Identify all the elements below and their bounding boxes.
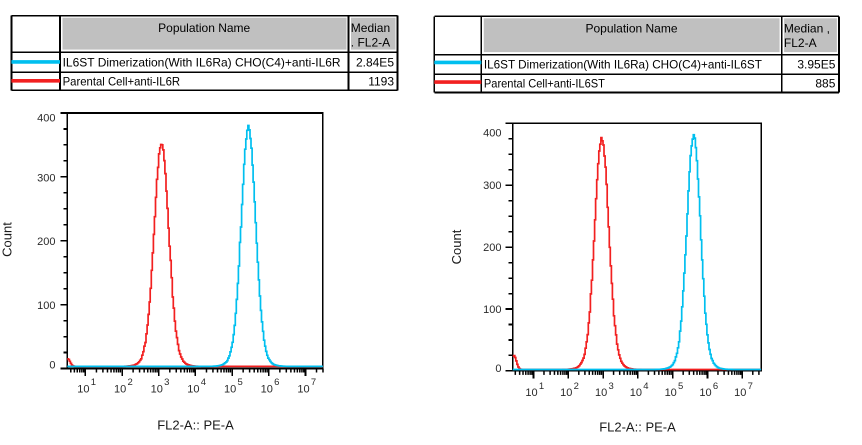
svg-text:7: 7	[748, 381, 753, 392]
svg-text:300: 300	[483, 180, 501, 192]
svg-text:400: 400	[37, 113, 55, 125]
svg-text:Parental Cell+anti-IL6R: Parental Cell+anti-IL6R	[63, 74, 181, 88]
svg-text:5: 5	[678, 381, 683, 392]
svg-text:10: 10	[630, 387, 642, 399]
svg-text:10: 10	[665, 387, 677, 399]
svg-text:4: 4	[201, 377, 206, 388]
svg-text:10: 10	[261, 383, 273, 395]
svg-text:0: 0	[495, 363, 501, 375]
svg-text:1: 1	[539, 381, 544, 392]
svg-text:10: 10	[560, 387, 572, 399]
svg-text:10: 10	[595, 387, 607, 399]
svg-text:3: 3	[164, 377, 169, 388]
svg-text:200: 200	[37, 236, 55, 248]
svg-text:10: 10	[699, 387, 711, 399]
svg-text:3: 3	[608, 381, 613, 392]
svg-text:10: 10	[224, 383, 236, 395]
svg-text:Count: Count	[449, 229, 464, 264]
svg-text:10: 10	[525, 387, 537, 399]
svg-text:10: 10	[114, 383, 126, 395]
svg-text:7: 7	[311, 377, 316, 388]
svg-text:300: 300	[37, 172, 55, 184]
svg-text:. FL2-A: . FL2-A	[351, 35, 390, 49]
svg-text:IL6ST Dimerization(With IL6Ra): IL6ST Dimerization(With IL6Ra) CHO(C4)+a…	[484, 58, 763, 72]
svg-text:0: 0	[49, 359, 55, 371]
svg-text:2: 2	[574, 381, 579, 392]
svg-text:10: 10	[297, 383, 309, 395]
svg-text:FL2-A:: PE-A: FL2-A:: PE-A	[157, 418, 234, 433]
svg-text:Median ,: Median ,	[784, 22, 830, 36]
svg-text:Parental Cell+anti-IL6ST: Parental Cell+anti-IL6ST	[484, 77, 606, 91]
svg-text:100: 100	[37, 300, 55, 312]
svg-text:2.84E5: 2.84E5	[356, 55, 394, 69]
svg-text:10: 10	[151, 383, 163, 395]
svg-text:885: 885	[815, 77, 835, 91]
svg-text:10: 10	[77, 383, 89, 395]
svg-text:FL2-A: FL2-A	[784, 36, 817, 50]
svg-text:IL6ST Dimerization(With IL6Ra): IL6ST Dimerization(With IL6Ra) CHO(C4)+a…	[63, 55, 341, 69]
svg-text:Count: Count	[0, 222, 15, 257]
svg-text:Median: Median	[351, 21, 390, 35]
svg-text:Population Name: Population Name	[585, 22, 677, 36]
svg-text:1193: 1193	[368, 74, 394, 88]
svg-text:10: 10	[734, 387, 746, 399]
svg-text:5: 5	[237, 377, 242, 388]
svg-text:1: 1	[91, 377, 96, 388]
svg-text:2: 2	[127, 377, 132, 388]
svg-text:400: 400	[483, 127, 501, 139]
svg-text:200: 200	[483, 242, 501, 254]
svg-text:FL2-A:: PE-A: FL2-A:: PE-A	[599, 420, 676, 435]
svg-text:10: 10	[187, 383, 199, 395]
svg-text:100: 100	[483, 304, 501, 316]
svg-text:6: 6	[274, 377, 279, 388]
svg-text:4: 4	[643, 381, 648, 392]
svg-text:Population Name: Population Name	[158, 21, 250, 35]
svg-text:6: 6	[713, 381, 718, 392]
svg-text:3.95E5: 3.95E5	[797, 58, 835, 72]
